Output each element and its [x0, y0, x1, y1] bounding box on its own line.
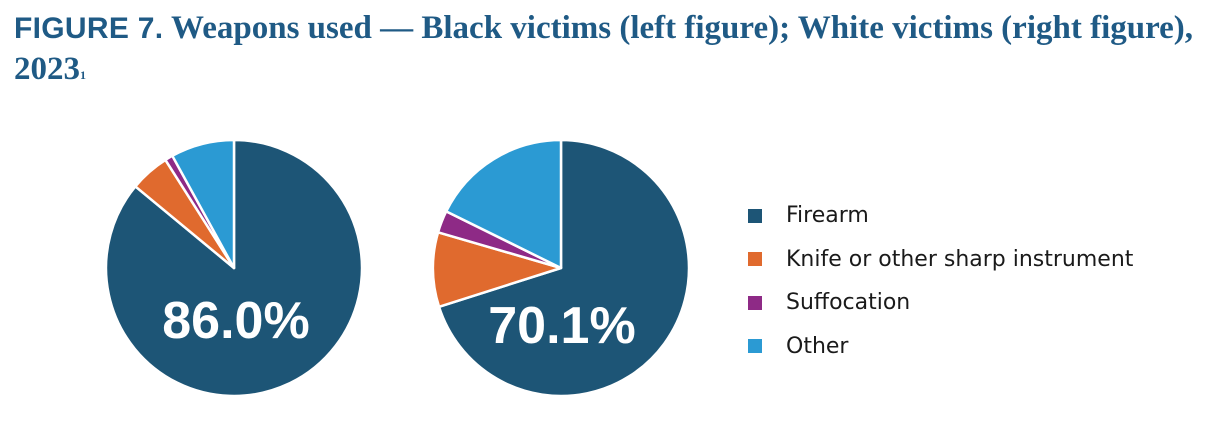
legend-item-suffocation: Suffocation — [748, 281, 1133, 325]
legend-item-firearm: Firearm — [748, 194, 1133, 238]
legend-item-knife-or-other-sharp-instrument: Knife or other sharp instrument — [748, 238, 1133, 282]
legend-label: Firearm — [786, 203, 869, 229]
legend-item-other: Other — [748, 325, 1133, 369]
pie-slice-firearm — [437, 138, 691, 398]
pie-slice-knife-or-other-sharp-instrument — [431, 231, 563, 309]
pie-data-label: 86.0% — [162, 292, 309, 350]
legend: Firearm Knife or other sharp instrument Su… — [748, 194, 1133, 368]
legend-swatch — [748, 339, 762, 354]
pie-slice-other — [444, 138, 563, 270]
title-text: Weapons used — Black victims (left figur… — [14, 10, 1194, 87]
legend-swatch — [748, 208, 762, 223]
legend-label: Knife or other sharp instrument — [786, 246, 1134, 272]
title-footnote: 1 — [80, 68, 86, 82]
legend-label: Suffocation — [786, 290, 911, 316]
chart-title: FIGURE 7. Weapons used — Black victims (… — [14, 8, 1194, 90]
pie-data-label: 70.1% — [488, 297, 635, 355]
legend-swatch — [748, 295, 762, 310]
pie-slice-other — [171, 138, 236, 270]
legend-swatch — [748, 252, 762, 267]
pie-black-victims: 86.0% — [104, 138, 364, 398]
legend-label: Other — [786, 333, 849, 359]
figure-label: FIGURE 7. — [14, 12, 164, 45]
pie-white-victims: 70.1% — [431, 138, 691, 398]
